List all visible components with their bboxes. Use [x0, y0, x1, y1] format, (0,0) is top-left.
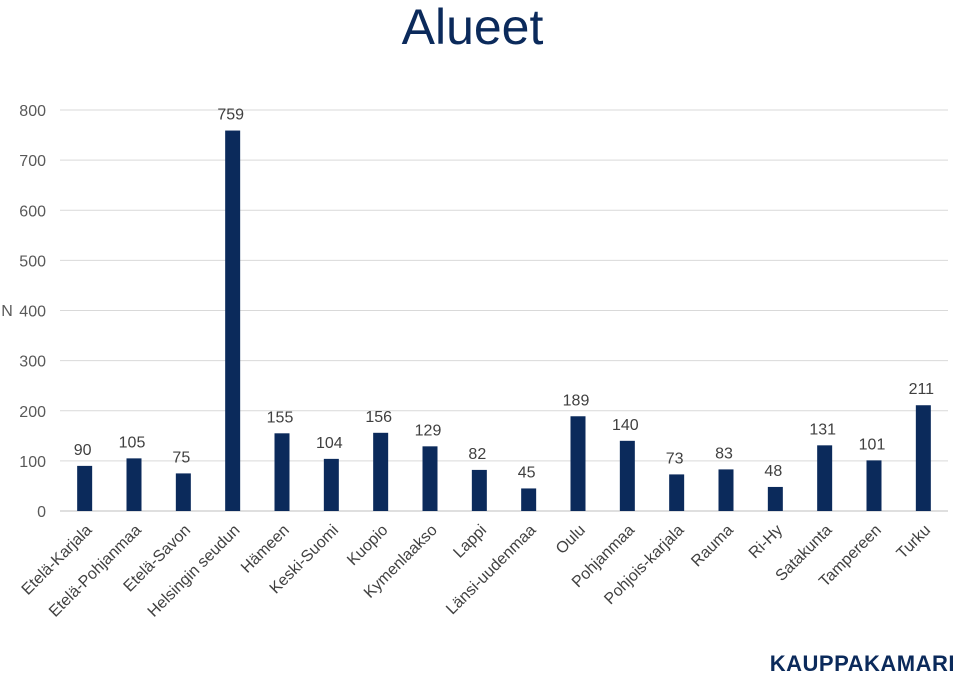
data-label: 131 — [809, 421, 836, 438]
data-label: 48 — [764, 463, 782, 480]
bar — [669, 474, 685, 511]
x-tick-label: Oulu — [553, 522, 589, 558]
chart-title: Alueet — [401, 0, 544, 55]
data-label: 83 — [715, 445, 733, 462]
data-label: 73 — [666, 450, 684, 467]
y-tick-label: 600 — [19, 203, 46, 220]
data-label: 75 — [172, 449, 190, 466]
data-label: 104 — [316, 435, 343, 452]
x-tick-label: Länsi-uudenmaa — [443, 522, 539, 618]
bar — [175, 473, 191, 511]
bar — [274, 433, 290, 511]
bar — [521, 488, 537, 511]
y-tick-label: 200 — [19, 404, 46, 421]
data-label: 90 — [74, 442, 92, 459]
x-tick-label: Etelä-Pohjanmaa — [46, 522, 145, 621]
data-label: 759 — [217, 107, 244, 124]
data-label: 155 — [267, 409, 294, 426]
x-tick-label: Helsingin seudun — [145, 522, 244, 621]
x-tick-label: Turku — [894, 522, 935, 563]
bar — [323, 458, 339, 511]
data-label: 45 — [518, 464, 536, 481]
bar — [767, 486, 783, 511]
bar — [225, 130, 241, 511]
y-tick-label: 400 — [19, 304, 46, 321]
bar — [77, 465, 93, 511]
data-label: 156 — [365, 409, 392, 426]
y-axis-label: N — [1, 303, 13, 320]
bar — [619, 440, 635, 511]
y-axis-ticks: 0 100 200 300 400 500 600 700 800 — [19, 103, 46, 521]
y-tick-label: 800 — [19, 103, 46, 120]
data-label: 101 — [859, 436, 886, 453]
bar — [373, 432, 389, 511]
data-label: 105 — [119, 434, 146, 451]
bar — [718, 469, 734, 511]
bar — [915, 405, 931, 511]
data-labels: 90 105 75 759 155 104 156 129 82 45 189 140 73 83 48 13… — [74, 107, 934, 482]
y-tick-label: 700 — [19, 153, 46, 170]
y-tick-label: 500 — [19, 253, 46, 270]
y-tick-label: 0 — [37, 504, 46, 521]
data-label: 211 — [909, 381, 935, 398]
bars — [77, 130, 931, 511]
bar — [126, 458, 142, 511]
x-tick-label: Lappi — [450, 522, 490, 562]
x-tick-label: Rauma — [688, 522, 737, 571]
gridlines — [60, 109, 948, 512]
data-label: 82 — [468, 446, 486, 463]
bar — [570, 416, 586, 511]
data-label: 189 — [563, 392, 590, 409]
bar — [866, 460, 882, 511]
x-axis-ticks: Etelä-KarjalaEtelä-PohjanmaaEtelä-SavonH… — [19, 522, 934, 621]
y-tick-label: 100 — [19, 454, 46, 471]
y-tick-label: 300 — [19, 354, 46, 371]
x-tick-label: Kuopio — [344, 522, 391, 569]
kauppakamari-logo: KAUPPAKAMARI — [769, 651, 955, 676]
bar — [422, 446, 438, 511]
x-tick-label: Ri-Hy — [746, 522, 786, 562]
data-label: 129 — [415, 422, 442, 439]
bar — [817, 445, 833, 511]
data-label: 140 — [612, 417, 639, 434]
bar — [471, 469, 487, 511]
